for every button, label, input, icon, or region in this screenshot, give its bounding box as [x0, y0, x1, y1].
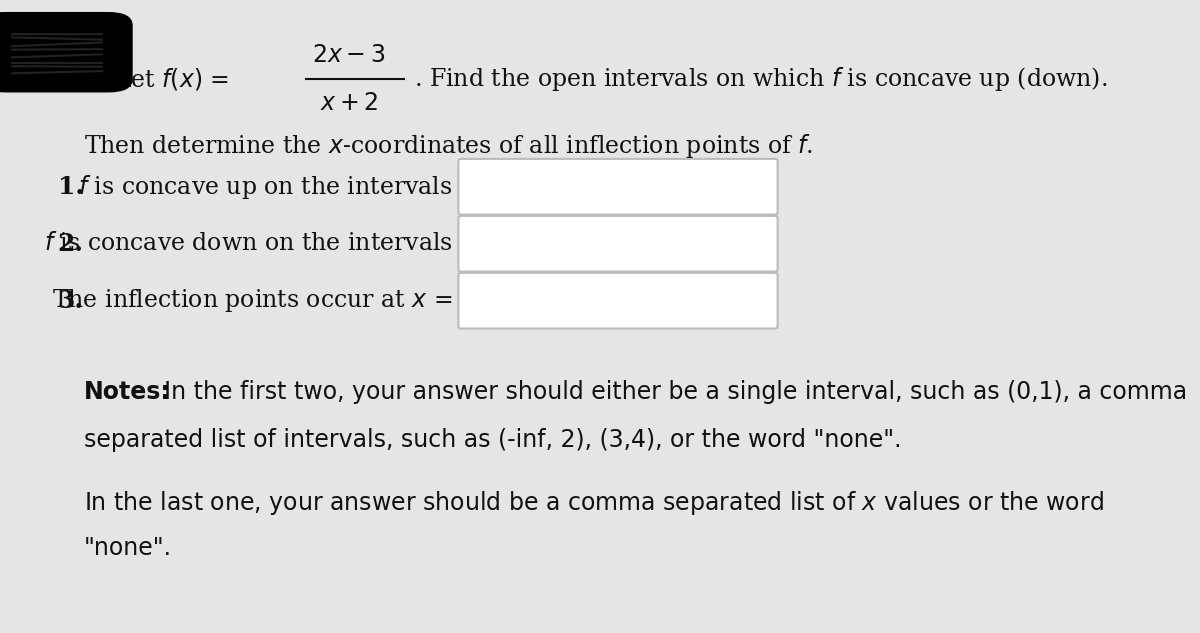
Text: In the first two, your answer should either be a single interval, such as (0,1),: In the first two, your answer should eit… [164, 380, 1188, 404]
Text: $f$ is concave up on the intervals: $f$ is concave up on the intervals [78, 173, 452, 201]
Text: The inflection points occur at $x$ =: The inflection points occur at $x$ = [52, 287, 452, 314]
Text: Then determine the $x$-coordinates of all inflection points of $f$.: Then determine the $x$-coordinates of al… [84, 132, 814, 160]
Text: $f$ is concave down on the intervals: $f$ is concave down on the intervals [43, 232, 452, 255]
Text: . Find the open intervals on which $f$ is concave up (down).: . Find the open intervals on which $f$ i… [414, 65, 1108, 93]
Text: $x+2$: $x+2$ [320, 92, 379, 115]
Text: In the last one, your answer should be a comma separated list of $x$ values or t: In the last one, your answer should be a… [84, 489, 1104, 517]
Text: Let $f(x)$ =: Let $f(x)$ = [115, 66, 229, 92]
Text: "none".: "none". [84, 536, 172, 560]
Text: $2x-3$: $2x-3$ [312, 44, 385, 66]
Text: 1.: 1. [58, 175, 84, 199]
Text: separated list of intervals, such as (-inf, 2), (3,4), or the word "none".: separated list of intervals, such as (-i… [84, 428, 901, 452]
Text: 3.: 3. [58, 289, 84, 313]
Text: 2.: 2. [58, 232, 84, 256]
Text: Notes:: Notes: [84, 380, 170, 404]
